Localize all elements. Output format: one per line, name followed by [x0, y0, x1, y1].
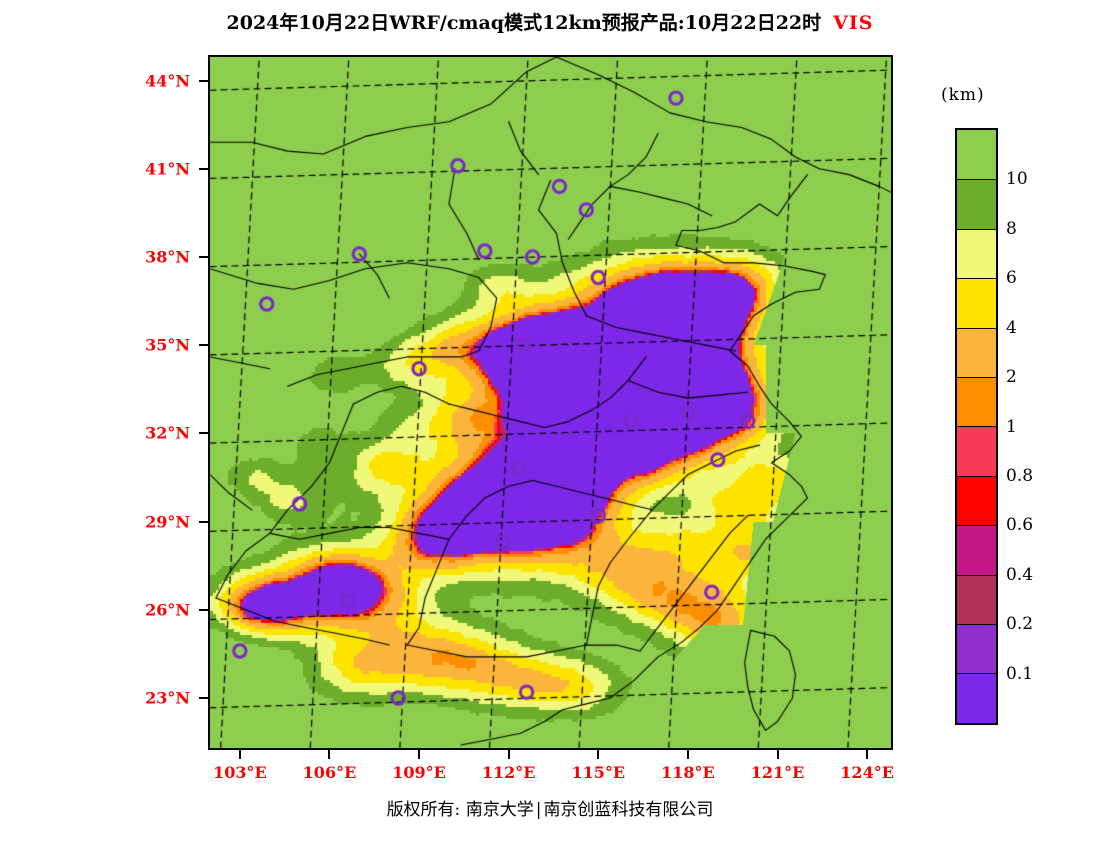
colorbar-band: [957, 574, 996, 625]
x-axis-tick-mark: [686, 750, 689, 759]
x-axis-tick-label: 112°E: [481, 763, 536, 782]
y-axis-tick-label: 32°N: [145, 423, 190, 443]
y-axis-tick-label: 26°N: [145, 600, 190, 620]
y-axis-tick-label: 41°N: [145, 159, 190, 179]
colorbar-tick-label: 1: [1006, 416, 1017, 437]
colorbar-tick-label: 0.2: [1006, 614, 1034, 635]
y-axis-tick-mark: [199, 255, 208, 258]
colorbar-tick-label: 4: [1006, 317, 1017, 338]
visibility-contour-map: [210, 57, 891, 748]
x-axis-tick-mark: [328, 750, 331, 759]
y-axis-tick-mark: [199, 432, 208, 435]
colorbar-tick-label: 8: [1006, 218, 1017, 239]
map-plot-area[interactable]: [208, 55, 893, 750]
x-axis-tick-label: 121°E: [750, 763, 805, 782]
x-axis-tick-mark: [507, 750, 510, 759]
x-axis-tick-label: 106°E: [302, 763, 357, 782]
y-axis-tick-label: 29°N: [145, 512, 190, 532]
colorbar-band: [957, 525, 996, 575]
colorbar[interactable]: [955, 128, 998, 725]
colorbar-band: [957, 624, 996, 674]
colorbar-band: [957, 673, 996, 723]
y-axis-tick-label: 44°N: [145, 71, 190, 91]
title-main-text: 2024年10月22日WRF/cmaq模式12km预报产品:10月22日22时: [226, 12, 822, 34]
colorbar-band: [957, 228, 996, 279]
colorbar-band: [957, 475, 996, 526]
y-axis-tick-mark: [199, 520, 208, 523]
colorbar-unit-label: (km): [941, 85, 985, 105]
colorbar-tick-label: 0.8: [1006, 465, 1034, 486]
y-axis-tick-label: 23°N: [145, 688, 190, 708]
y-axis-tick-label: 38°N: [145, 247, 190, 267]
colorbar-tick-label: 0.6: [1006, 515, 1034, 536]
colorbar-tick-label: 2: [1006, 367, 1017, 388]
colorbar-tick-label: 6: [1006, 268, 1017, 289]
x-axis-tick-mark: [597, 750, 600, 759]
x-axis-tick-label: 103°E: [213, 763, 267, 782]
footer-owner: 版权所有: 南京大学: [386, 800, 534, 820]
colorbar-band: [957, 426, 996, 476]
y-axis-tick-mark: [199, 79, 208, 82]
colorbar-band: [957, 278, 996, 328]
colorbar-tick-label: 10: [1006, 169, 1028, 190]
colorbar-band: [957, 377, 996, 427]
x-axis-tick-mark: [418, 750, 421, 759]
x-axis-tick-mark: [776, 750, 779, 759]
colorbar-tick-label: 0.4: [1006, 564, 1034, 585]
footer-separator: |: [535, 800, 542, 820]
colorbar-band: [957, 327, 996, 378]
x-axis-tick-mark: [238, 750, 241, 759]
title-variable-label: VIS: [833, 12, 874, 34]
footer-company: 南京创蓝科技有限公司: [543, 800, 714, 820]
x-axis-tick-label: 115°E: [571, 763, 626, 782]
x-axis-tick-label: 109°E: [392, 763, 446, 782]
x-axis-tick-label: 118°E: [661, 763, 715, 782]
y-axis-tick-mark: [199, 344, 208, 347]
footer-copyright: 版权所有: 南京大学 | 南京创蓝科技有限公司: [0, 795, 1100, 820]
colorbar-tick-label: 0.1: [1006, 663, 1034, 684]
colorbar-band: [957, 130, 996, 180]
y-axis-tick-mark: [199, 608, 208, 611]
colorbar-band: [957, 179, 996, 229]
x-axis-tick-mark: [866, 750, 869, 759]
y-axis-tick-mark: [199, 167, 208, 170]
y-axis-tick-mark: [199, 697, 208, 699]
y-axis-tick-label: 35°N: [145, 335, 190, 355]
page-title: 2024年10月22日WRF/cmaq模式12km预报产品:10月22日22时 V…: [0, 8, 1100, 35]
x-axis-tick-label: 124°E: [840, 763, 894, 782]
